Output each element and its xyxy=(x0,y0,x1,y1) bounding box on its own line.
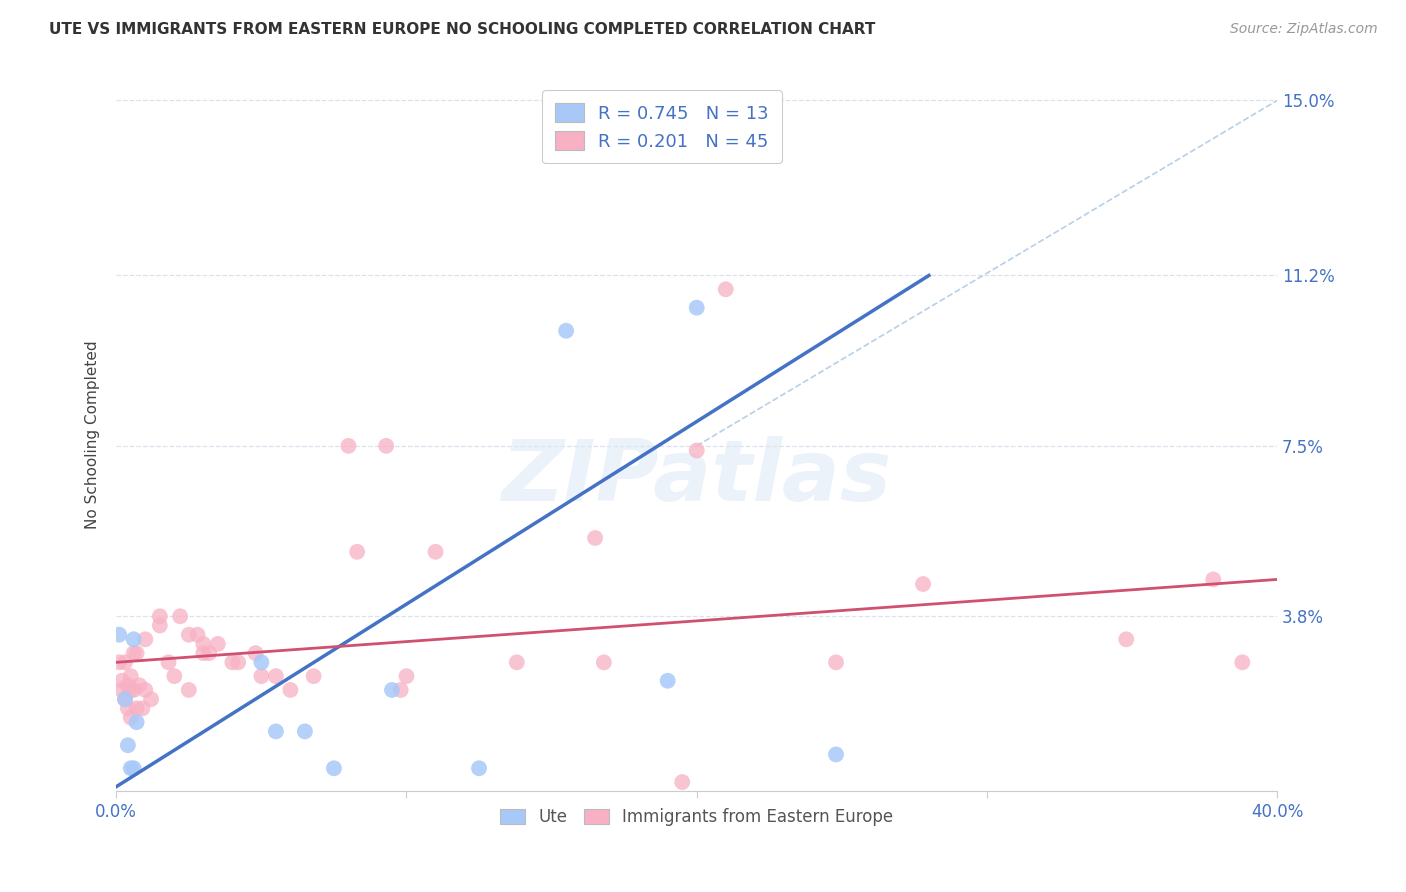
Point xyxy=(186,628,208,642)
Y-axis label: No Schooling Completed: No Schooling Completed xyxy=(86,340,100,529)
Point xyxy=(1115,632,1137,647)
Point xyxy=(825,656,848,670)
Point xyxy=(114,692,136,706)
Point xyxy=(120,669,142,683)
Point xyxy=(149,618,172,632)
Point xyxy=(280,682,302,697)
Point xyxy=(250,656,273,670)
Point xyxy=(592,656,614,670)
Point xyxy=(506,656,529,670)
Point xyxy=(825,747,848,762)
Point xyxy=(128,678,150,692)
Point xyxy=(193,637,215,651)
Text: UTE VS IMMIGRANTS FROM EASTERN EUROPE NO SCHOOLING COMPLETED CORRELATION CHART: UTE VS IMMIGRANTS FROM EASTERN EUROPE NO… xyxy=(49,22,876,37)
Point xyxy=(114,656,136,670)
Point xyxy=(221,656,243,670)
Point xyxy=(125,701,148,715)
Point xyxy=(671,775,693,789)
Point xyxy=(395,669,418,683)
Point xyxy=(131,701,153,715)
Legend: Ute, Immigrants from Eastern Europe: Ute, Immigrants from Eastern Europe xyxy=(492,799,901,834)
Point xyxy=(122,646,145,660)
Point xyxy=(122,682,145,697)
Point xyxy=(108,628,131,642)
Point xyxy=(114,692,136,706)
Point xyxy=(120,682,142,697)
Point xyxy=(381,682,404,697)
Point xyxy=(111,673,134,688)
Point xyxy=(245,646,267,660)
Point xyxy=(157,656,180,670)
Point xyxy=(117,701,139,715)
Point xyxy=(686,301,709,315)
Point xyxy=(139,692,162,706)
Point xyxy=(375,439,398,453)
Point xyxy=(425,545,447,559)
Text: Source: ZipAtlas.com: Source: ZipAtlas.com xyxy=(1230,22,1378,37)
Point xyxy=(468,761,491,775)
Point xyxy=(714,282,737,296)
Point xyxy=(120,761,142,775)
Point xyxy=(250,669,273,683)
Point xyxy=(226,656,249,670)
Point xyxy=(346,545,368,559)
Point xyxy=(134,632,156,647)
Point xyxy=(389,682,412,697)
Point xyxy=(111,682,134,697)
Point xyxy=(193,646,215,660)
Point xyxy=(117,678,139,692)
Point xyxy=(294,724,316,739)
Point xyxy=(198,646,221,660)
Point xyxy=(169,609,191,624)
Point xyxy=(207,637,229,651)
Point xyxy=(122,761,145,775)
Point xyxy=(108,656,131,670)
Text: ZIPatlas: ZIPatlas xyxy=(502,435,891,518)
Point xyxy=(122,632,145,647)
Point xyxy=(302,669,325,683)
Point xyxy=(177,682,200,697)
Point xyxy=(120,710,142,724)
Point xyxy=(149,609,172,624)
Point xyxy=(583,531,606,545)
Point xyxy=(125,646,148,660)
Point xyxy=(264,724,287,739)
Point xyxy=(323,761,346,775)
Point xyxy=(1232,656,1254,670)
Point xyxy=(555,324,578,338)
Point xyxy=(912,577,935,591)
Point xyxy=(177,628,200,642)
Point xyxy=(134,682,156,697)
Point xyxy=(264,669,287,683)
Point xyxy=(117,738,139,752)
Point xyxy=(125,715,148,730)
Point xyxy=(163,669,186,683)
Point xyxy=(337,439,360,453)
Point xyxy=(686,443,709,458)
Point xyxy=(657,673,679,688)
Point xyxy=(1202,573,1225,587)
